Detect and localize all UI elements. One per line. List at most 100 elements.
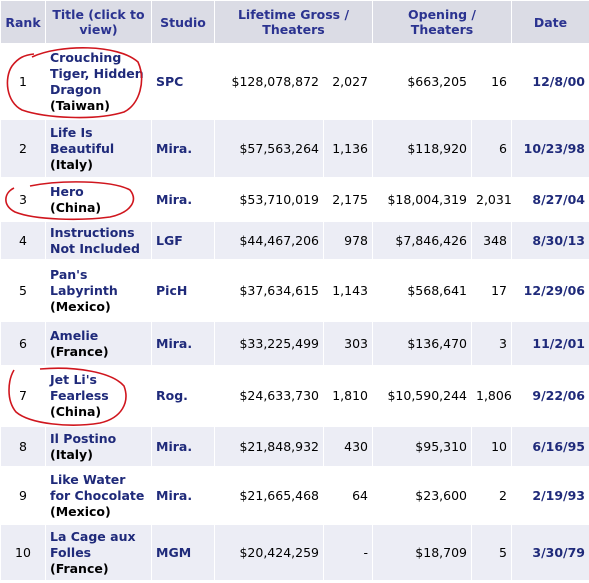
title-country: (Mexico) bbox=[50, 503, 111, 519]
cell-opening-gross: $23,600 bbox=[372, 466, 472, 525]
cell-title: La Cage aux Folles (France) bbox=[45, 524, 152, 581]
date-link[interactable]: 2/19/93 bbox=[532, 487, 585, 503]
cell-date: 12/8/00 bbox=[511, 43, 589, 120]
cell-opening-gross: $136,470 bbox=[372, 321, 472, 366]
table-row: 3 Hero (China) Mira. $53,710,019 2,175 $18,004… bbox=[0, 177, 589, 222]
header-title[interactable]: Title (click to view) bbox=[45, 0, 152, 44]
cell-opening-gross: $7,846,426 bbox=[372, 221, 472, 260]
movie-title-link[interactable]: La Cage aux Folles bbox=[50, 528, 136, 560]
studio-link[interactable]: LGF bbox=[156, 232, 183, 248]
movie-title-link[interactable]: Crouching Tiger, Hidden Dragon bbox=[50, 49, 144, 97]
cell-studio: SPC bbox=[151, 43, 215, 120]
cell-studio: Mira. bbox=[151, 321, 215, 366]
header-row: Rank Title (click to view) Studio Lifeti… bbox=[0, 0, 589, 44]
cell-lifetime-gross: $24,633,730 bbox=[214, 365, 324, 427]
cell-title: Life Is Beautiful (Italy) bbox=[45, 119, 152, 178]
cell-rank: 8 bbox=[0, 426, 46, 467]
cell-studio: PicH bbox=[151, 259, 215, 322]
cell-rank: 4 bbox=[0, 221, 46, 260]
movie-title-link[interactable]: Instructions Not Included bbox=[50, 224, 140, 256]
cell-opening-theaters: 2,031 bbox=[471, 177, 512, 222]
cell-studio: MGM bbox=[151, 524, 215, 581]
date-link[interactable]: 6/16/95 bbox=[532, 438, 585, 454]
movie-title-link[interactable]: Like Water for Chocolate bbox=[50, 471, 145, 503]
studio-link[interactable]: Mira. bbox=[156, 335, 193, 351]
cell-rank: 1 bbox=[0, 43, 46, 120]
cell-title: Like Water for Chocolate (Mexico) bbox=[45, 466, 152, 525]
cell-studio: LGF bbox=[151, 221, 215, 260]
title-country: (France) bbox=[50, 560, 109, 576]
header-rank[interactable]: Rank bbox=[0, 0, 46, 44]
title-country: (China) bbox=[50, 199, 102, 215]
cell-title: Crouching Tiger, Hidden Dragon (Taiwan) bbox=[45, 43, 152, 120]
cell-opening-gross: $118,920 bbox=[372, 119, 472, 178]
movie-title-link[interactable]: Pan's Labyrinth bbox=[50, 266, 118, 298]
cell-opening-gross: $568,641 bbox=[372, 259, 472, 322]
date-link[interactable]: 12/8/00 bbox=[532, 73, 585, 89]
date-link[interactable]: 12/29/06 bbox=[523, 282, 585, 298]
cell-rank: 2 bbox=[0, 119, 46, 178]
movie-title-link[interactable]: Amelie bbox=[50, 327, 99, 343]
studio-link[interactable]: SPC bbox=[156, 73, 184, 89]
cell-opening-theaters: 348 bbox=[471, 221, 512, 260]
cell-lifetime-theaters: 1,810 bbox=[323, 365, 373, 427]
studio-link[interactable]: Mira. bbox=[156, 140, 193, 156]
date-link[interactable]: 3/30/79 bbox=[532, 544, 585, 560]
cell-lifetime-gross: $33,225,499 bbox=[214, 321, 324, 366]
studio-link[interactable]: Mira. bbox=[156, 191, 193, 207]
cell-title: Amelie (France) bbox=[45, 321, 152, 366]
cell-studio: Mira. bbox=[151, 426, 215, 467]
movie-title-link[interactable]: Hero bbox=[50, 183, 84, 199]
cell-title: Il Postino (Italy) bbox=[45, 426, 152, 467]
table-row: 7 Jet Li's Fearless (China) Rog. $24,633,730… bbox=[0, 365, 589, 427]
cell-date: 6/16/95 bbox=[511, 426, 589, 467]
cell-rank: 6 bbox=[0, 321, 46, 366]
cell-lifetime-theaters: 1,143 bbox=[323, 259, 373, 322]
studio-link[interactable]: Mira. bbox=[156, 438, 193, 454]
date-link[interactable]: 10/23/98 bbox=[523, 140, 585, 156]
cell-date: 2/19/93 bbox=[511, 466, 589, 525]
header-studio[interactable]: Studio bbox=[151, 0, 215, 44]
cell-studio: Mira. bbox=[151, 177, 215, 222]
table-row: 6 Amelie (France) Mira. $33,225,499 303 $136,4… bbox=[0, 321, 589, 366]
date-link[interactable]: 11/2/01 bbox=[532, 335, 585, 351]
date-link[interactable]: 8/27/04 bbox=[532, 191, 585, 207]
cell-opening-gross: $663,205 bbox=[372, 43, 472, 120]
cell-lifetime-theaters: 303 bbox=[323, 321, 373, 366]
table-row: 2 Life Is Beautiful (Italy) Mira. $57,563,26… bbox=[0, 119, 589, 178]
cell-opening-theaters: 6 bbox=[471, 119, 512, 178]
cell-date: 8/27/04 bbox=[511, 177, 589, 222]
header-lifetime-gross[interactable]: Lifetime Gross / Theaters bbox=[214, 0, 373, 44]
title-country: (Mexico) bbox=[50, 298, 111, 314]
table-row: 1 Crouching Tiger, Hidden Dragon (Taiwan) S… bbox=[0, 43, 589, 120]
cell-date: 8/30/13 bbox=[511, 221, 589, 260]
studio-link[interactable]: PicH bbox=[156, 282, 188, 298]
studio-link[interactable]: MGM bbox=[156, 544, 192, 560]
cell-title: Hero (China) bbox=[45, 177, 152, 222]
cell-lifetime-gross: $37,634,615 bbox=[214, 259, 324, 322]
movie-title-link[interactable]: Jet Li's Fearless bbox=[50, 372, 109, 403]
header-date[interactable]: Date bbox=[511, 0, 589, 44]
cell-lifetime-gross: $53,710,019 bbox=[214, 177, 324, 222]
cell-lifetime-theaters: 978 bbox=[323, 221, 373, 260]
title-country: (Italy) bbox=[50, 156, 93, 172]
date-link[interactable]: 8/30/13 bbox=[532, 232, 585, 248]
title-country: (Taiwan) bbox=[50, 97, 110, 113]
studio-link[interactable]: Rog. bbox=[156, 388, 188, 403]
movie-title-link[interactable]: Il Postino bbox=[50, 430, 117, 446]
header-opening[interactable]: Opening / Theaters bbox=[372, 0, 512, 44]
table-row: 10 La Cage aux Folles (France) MGM $20,424,2… bbox=[0, 524, 589, 581]
table-row: 5 Pan's Labyrinth (Mexico) PicH $37,634,615 1… bbox=[0, 259, 589, 322]
cell-rank: 3 bbox=[0, 177, 46, 222]
movie-title-link[interactable]: Life Is Beautiful bbox=[50, 124, 115, 156]
studio-link[interactable]: Mira. bbox=[156, 487, 193, 503]
cell-opening-gross: $18,004,319 bbox=[372, 177, 472, 222]
title-country: (France) bbox=[50, 343, 109, 359]
cell-studio: Mira. bbox=[151, 466, 215, 525]
cell-lifetime-gross: $21,848,932 bbox=[214, 426, 324, 467]
date-link[interactable]: 9/22/06 bbox=[532, 388, 585, 403]
cell-opening-theaters: 5 bbox=[471, 524, 512, 581]
cell-lifetime-theaters: 2,027 bbox=[323, 43, 373, 120]
